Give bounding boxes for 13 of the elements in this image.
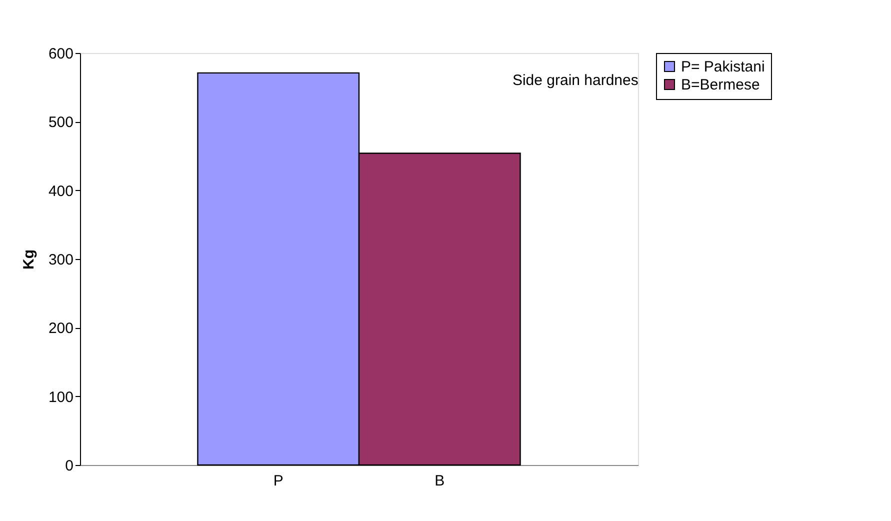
y-axis-title: Kg	[20, 250, 38, 270]
y-tick-label: 200	[48, 320, 74, 338]
y-tick-label: 400	[48, 182, 74, 200]
y-tick-label: 300	[48, 252, 74, 268]
y-tick-label: 0	[65, 458, 74, 474]
y-tick-label: 100	[48, 388, 74, 406]
legend-label: P= Pakistani	[681, 58, 765, 76]
legend-label: B=Bermese	[681, 76, 760, 94]
x-tick-label: P	[273, 472, 284, 490]
y-tick-label: 500	[48, 114, 74, 132]
x-tick-label: B	[434, 472, 445, 490]
y-tick-label: 600	[48, 46, 74, 62]
annotation: Side grain hardnes	[512, 72, 638, 89]
